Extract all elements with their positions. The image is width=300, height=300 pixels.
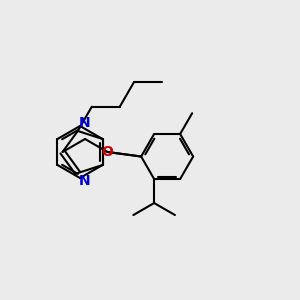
Text: N: N <box>79 174 90 188</box>
Text: O: O <box>102 145 113 159</box>
Text: N: N <box>79 116 90 130</box>
